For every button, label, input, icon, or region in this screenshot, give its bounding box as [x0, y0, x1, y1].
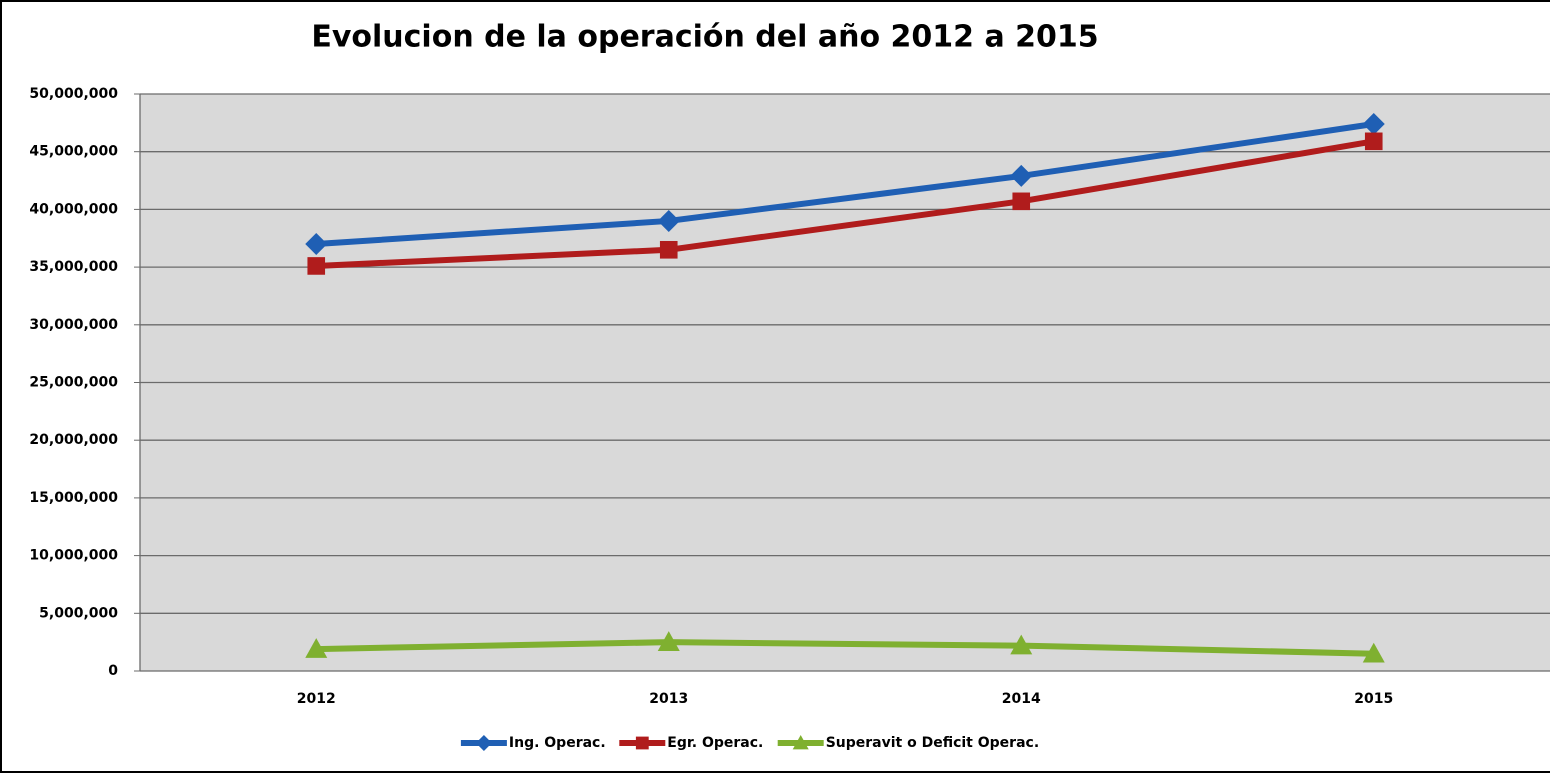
- data-point: [1362, 642, 1385, 663]
- data-point: [305, 638, 328, 658]
- y-tick-label: 15,000,000: [29, 490, 118, 506]
- series-line: [316, 138, 1375, 269]
- data-point: [1362, 113, 1385, 136]
- data-point: [1364, 132, 1383, 151]
- legend-marker: [792, 735, 809, 750]
- x-tick-label: 2012: [297, 691, 336, 707]
- y-tick-label: 45,000,000: [29, 144, 118, 160]
- data-point: [659, 240, 678, 259]
- data-point: [305, 233, 328, 256]
- data-point: [657, 631, 680, 651]
- data-point: [307, 257, 326, 275]
- y-tick-label: 50,000,000: [29, 86, 118, 102]
- legend-label: Egr. Operac.: [667, 735, 763, 751]
- x-tick-label: 2013: [649, 691, 688, 707]
- legend-marker: [635, 736, 649, 750]
- data-point: [657, 209, 680, 232]
- legend-marker: [475, 735, 492, 751]
- y-tick-label: 0: [108, 663, 118, 679]
- data-point: [1012, 192, 1031, 211]
- data-point: [1010, 164, 1033, 187]
- series-line: [316, 639, 1374, 657]
- y-tick-label: 20,000,000: [29, 432, 118, 448]
- y-tick-label: 30,000,000: [29, 317, 118, 333]
- y-tick-label: 25,000,000: [29, 375, 118, 391]
- x-tick-label: 2014: [1002, 691, 1041, 707]
- y-tick-label: 10,000,000: [29, 548, 118, 564]
- series-line: [316, 121, 1375, 248]
- y-tick-label: 40,000,000: [29, 201, 118, 217]
- y-tick-label: 5,000,000: [39, 605, 118, 621]
- data-point: [1010, 634, 1033, 655]
- legend-label: Superavit o Deficit Operac.: [826, 735, 1039, 751]
- chart-title: Evolucion de la operación del año 2012 a…: [311, 20, 1098, 55]
- y-tick-label: 35,000,000: [29, 259, 118, 275]
- legend-label: Ing. Operac.: [509, 735, 606, 751]
- x-tick-label: 2015: [1354, 691, 1393, 707]
